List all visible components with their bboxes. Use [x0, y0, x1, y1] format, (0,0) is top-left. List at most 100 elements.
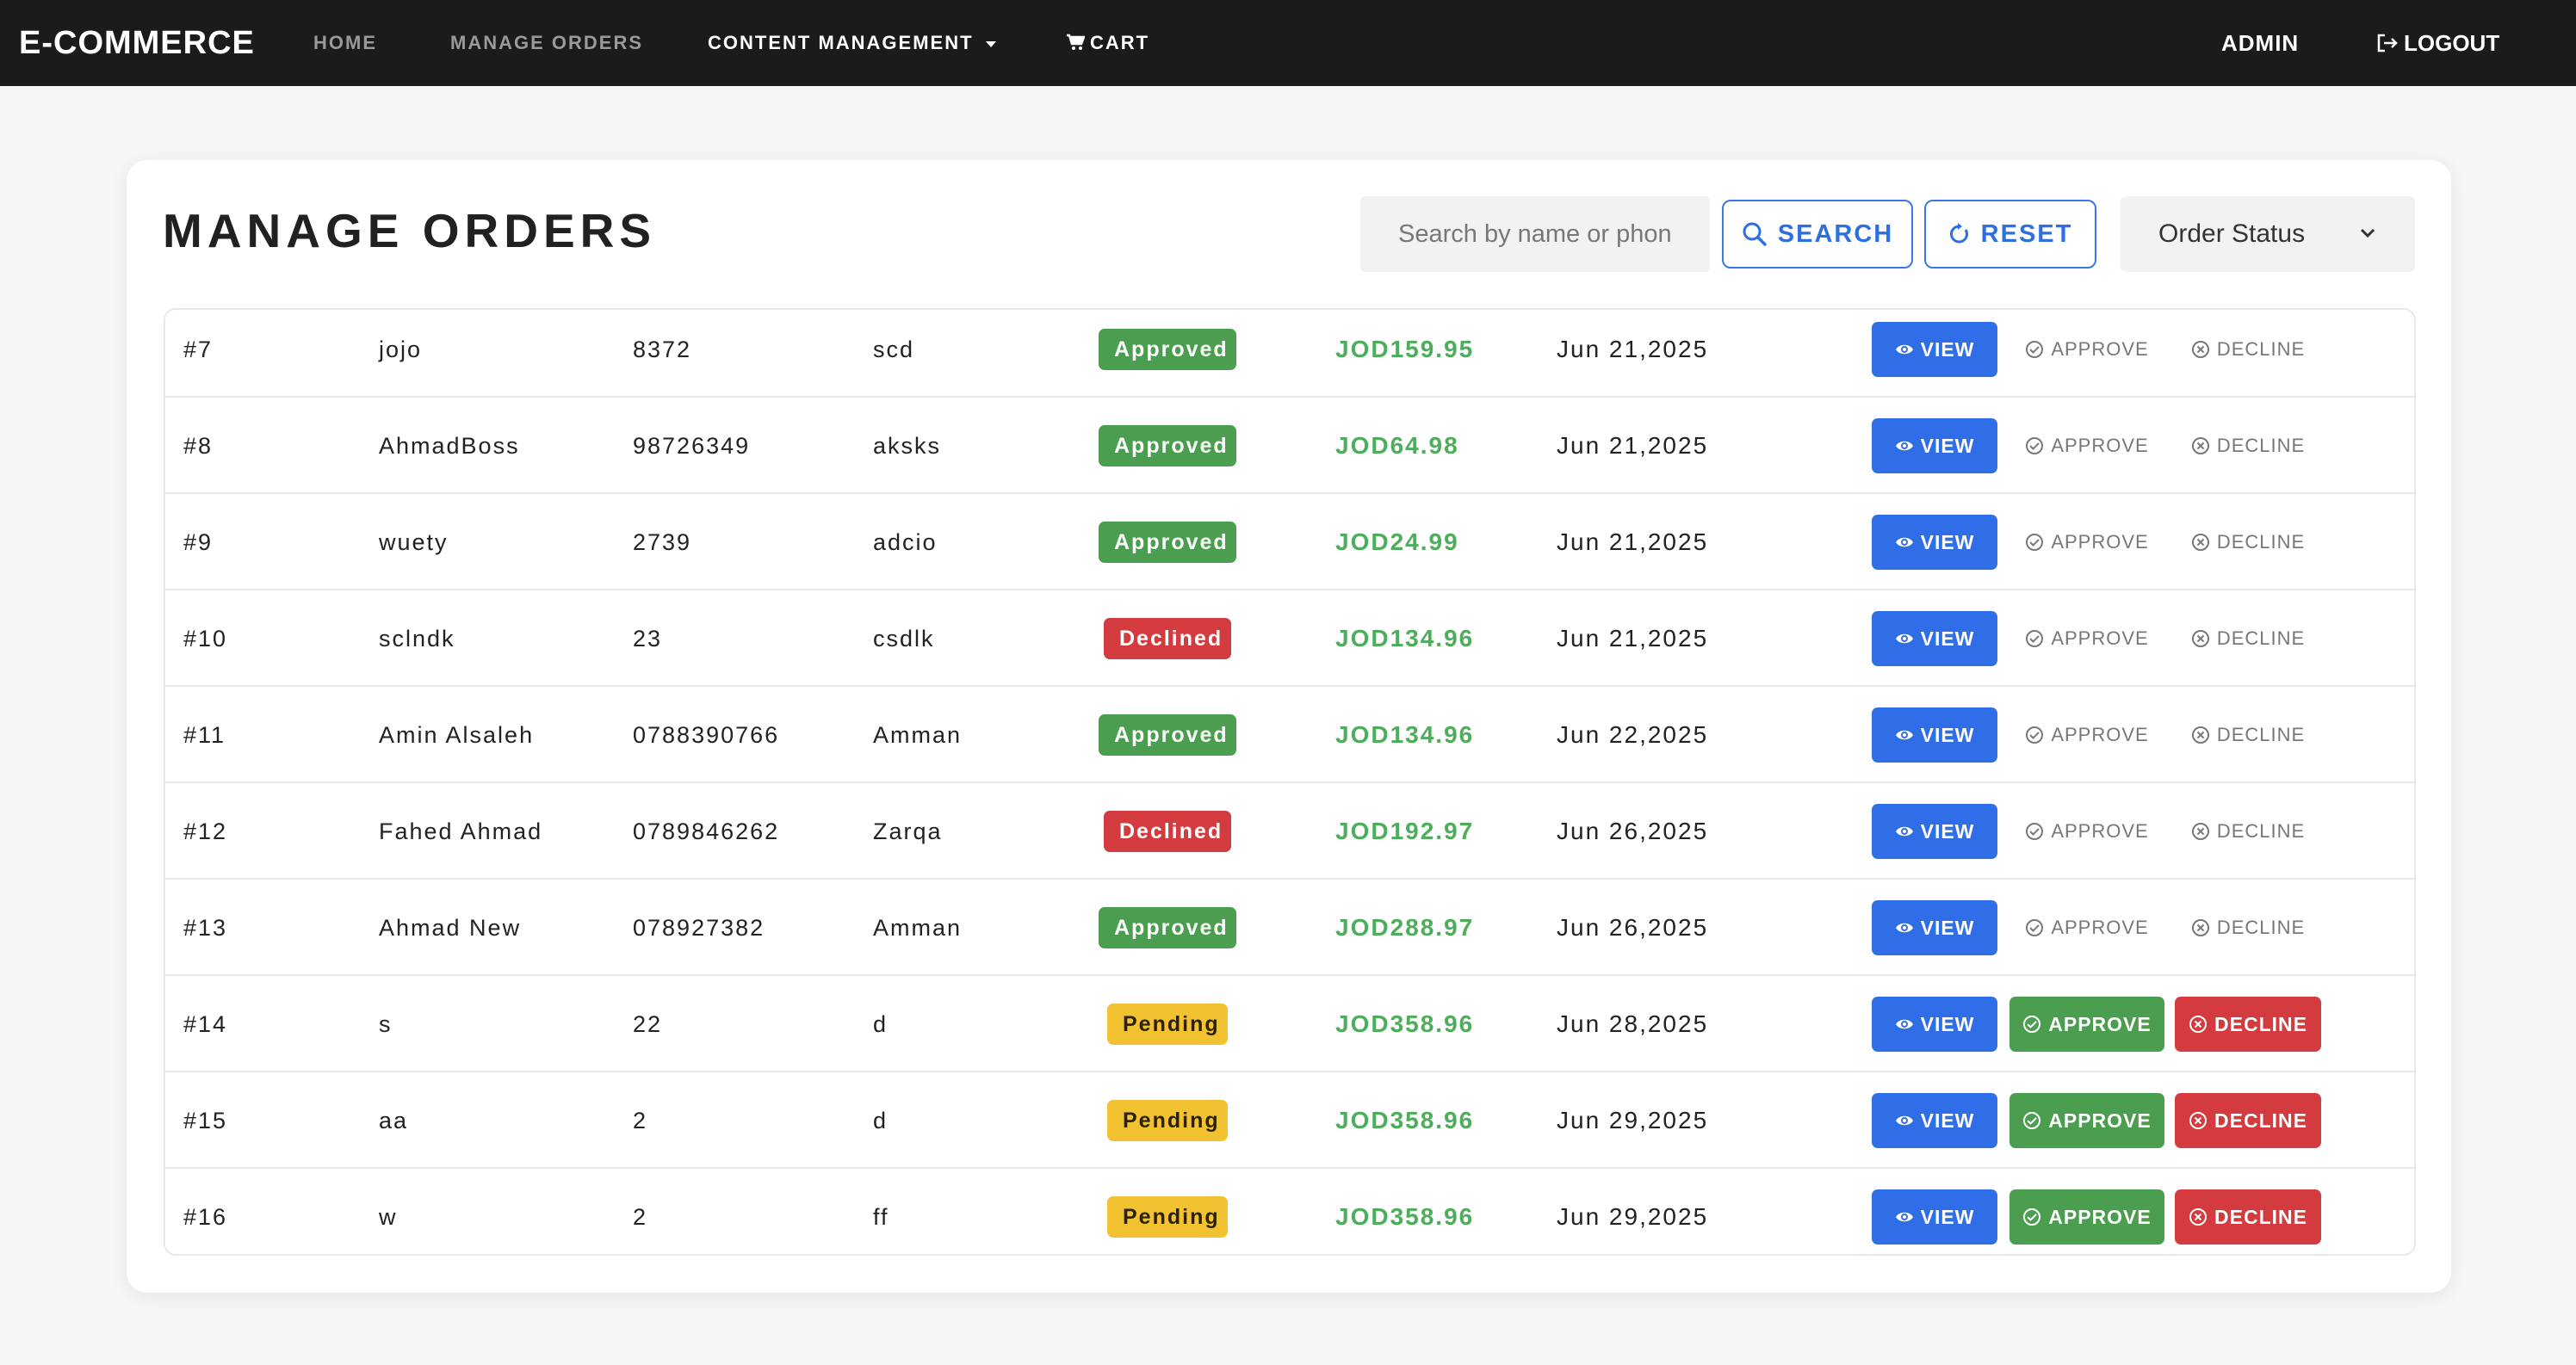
status-badge: Approved	[1099, 522, 1236, 563]
decline-button[interactable]: DECLINE	[2175, 418, 2321, 473]
status-badge: Approved	[1099, 425, 1236, 466]
approve-button[interactable]: APPROVE	[2009, 804, 2164, 859]
table-row: #10 sclndk 23 csdlk Declined JOD134.96 Jun 21,…	[165, 590, 2414, 687]
view-button[interactable]: VIEW	[1872, 707, 1997, 763]
customer-name: Amin Alsaleh	[379, 722, 535, 748]
nav-logout[interactable]: LOGOUT	[2376, 0, 2499, 86]
order-date: Jun 21,2025	[1557, 432, 1709, 459]
approve-button-label: APPROVE	[2051, 917, 2149, 938]
order-date: Jun 21,2025	[1557, 625, 1709, 652]
approve-button[interactable]: APPROVE	[2009, 997, 2164, 1052]
eye-icon	[1895, 1019, 1913, 1029]
customer-name: aa	[379, 1108, 409, 1133]
view-button-label: VIEW	[1920, 627, 1975, 650]
customer-city: csdlk	[873, 626, 935, 652]
search-button[interactable]: SEARCH	[1722, 200, 1913, 269]
order-status-select-label: Order Status	[2158, 219, 2306, 248]
view-button[interactable]: VIEW	[1872, 322, 1997, 377]
approve-button[interactable]: APPROVE	[2009, 707, 2164, 763]
order-date: Jun 29,2025	[1557, 1107, 1709, 1133]
approve-button[interactable]: APPROVE	[2009, 900, 2164, 955]
order-id: #8	[183, 433, 214, 459]
decline-button[interactable]: DECLINE	[2175, 997, 2321, 1052]
x-circle-icon	[2189, 1016, 2208, 1033]
customer-name: jojo	[379, 337, 423, 362]
view-button-label: VIEW	[1920, 819, 1975, 843]
nav-cart[interactable]: CART	[1066, 0, 1149, 86]
decline-button-label: DECLINE	[2216, 917, 2306, 938]
customer-city: d	[873, 1108, 889, 1133]
order-id: #10	[183, 626, 228, 652]
decline-button[interactable]: DECLINE	[2175, 804, 2321, 859]
logout-icon	[2377, 34, 2398, 52]
nav-cart-label: CART	[1090, 32, 1150, 53]
decline-button-label: DECLINE	[2216, 820, 2306, 842]
nav-logout-label: LOGOUT	[2404, 30, 2500, 56]
decline-button[interactable]: DECLINE	[2175, 1093, 2321, 1148]
view-button[interactable]: VIEW	[1872, 804, 1997, 859]
approve-button[interactable]: APPROVE	[2009, 611, 2164, 666]
order-id: #9	[183, 529, 214, 555]
reset-button[interactable]: RESET	[1924, 200, 2096, 269]
order-total: JOD358.96	[1335, 1107, 1475, 1133]
table-row: #7 jojo 8372 scd Approved JOD159.95 Jun 21,202…	[165, 310, 2414, 398]
decline-button-label: DECLINE	[2214, 1205, 2307, 1228]
customer-city: scd	[873, 337, 915, 362]
customer-name: Ahmad New	[379, 915, 522, 941]
view-button[interactable]: VIEW	[1872, 418, 1997, 473]
approve-button[interactable]: APPROVE	[2009, 515, 2164, 570]
decline-button[interactable]: DECLINE	[2175, 611, 2321, 666]
check-circle-icon	[2023, 1112, 2041, 1129]
chevron-down-icon	[2360, 228, 2375, 238]
decline-button-label: DECLINE	[2216, 338, 2306, 360]
view-button[interactable]: VIEW	[1872, 1189, 1997, 1245]
view-button[interactable]: VIEW	[1872, 997, 1997, 1052]
view-button-label: VIEW	[1920, 723, 1975, 746]
x-circle-icon	[2191, 534, 2209, 551]
view-button-label: VIEW	[1920, 337, 1975, 361]
approve-button[interactable]: APPROVE	[2009, 418, 2164, 473]
table-row: #15 aa 2 d Pending JOD358.96 Jun 29,2025 VIEW AP…	[165, 1072, 2414, 1169]
customer-name: Fahed Ahmad	[379, 818, 543, 844]
orders-table: #7 jojo 8372 scd Approved JOD159.95 Jun 21,202…	[164, 308, 2416, 1256]
x-circle-icon	[2191, 823, 2209, 840]
nav-content-management[interactable]: CONTENT MANAGEMENT	[708, 0, 996, 86]
approve-button[interactable]: APPROVE	[2009, 1189, 2164, 1245]
customer-name: AhmadBoss	[379, 433, 520, 459]
order-id: #13	[183, 915, 228, 941]
customer-phone: 23	[633, 626, 663, 652]
nav-manage-orders[interactable]: MANAGE ORDERS	[450, 32, 644, 53]
cart-icon	[1067, 34, 1085, 51]
search-input[interactable]	[1360, 196, 1710, 272]
customer-name: s	[379, 1011, 393, 1037]
view-button[interactable]: VIEW	[1872, 515, 1997, 570]
view-button[interactable]: VIEW	[1872, 1093, 1997, 1148]
view-button[interactable]: VIEW	[1872, 611, 1997, 666]
decline-button[interactable]: DECLINE	[2175, 707, 2321, 763]
view-button-label: VIEW	[1920, 916, 1975, 939]
x-circle-icon	[2189, 1208, 2208, 1226]
approve-button-label: APPROVE	[2051, 531, 2149, 553]
x-circle-icon	[2191, 341, 2209, 358]
decline-button[interactable]: DECLINE	[2175, 515, 2321, 570]
eye-icon	[1895, 537, 1913, 547]
view-button[interactable]: VIEW	[1872, 900, 1997, 955]
eye-icon	[1895, 923, 1913, 933]
brand-logo[interactable]: E-COMMERCE	[19, 25, 255, 61]
decline-button[interactable]: DECLINE	[2175, 1189, 2321, 1245]
decline-button[interactable]: DECLINE	[2175, 900, 2321, 955]
approve-button[interactable]: APPROVE	[2009, 1093, 2164, 1148]
order-status-select[interactable]: Order Status	[2121, 196, 2415, 272]
nav-admin[interactable]: ADMIN	[2221, 30, 2300, 56]
order-id: #16	[183, 1204, 228, 1230]
table-row: #8 AhmadBoss 98726349 aksks Approved JOD64.98…	[165, 398, 2414, 494]
nav-home[interactable]: HOME	[313, 32, 377, 53]
check-circle-icon	[2026, 726, 2044, 744]
reset-icon	[1949, 223, 1968, 244]
view-button-label: VIEW	[1920, 1012, 1975, 1035]
table-row: #9 wuety 2739 adcio Approved JOD24.99 Jun 21,2…	[165, 494, 2414, 590]
view-button-label: VIEW	[1920, 434, 1975, 457]
eye-icon	[1895, 1212, 1913, 1222]
decline-button[interactable]: DECLINE	[2175, 322, 2321, 377]
approve-button[interactable]: APPROVE	[2009, 322, 2164, 377]
